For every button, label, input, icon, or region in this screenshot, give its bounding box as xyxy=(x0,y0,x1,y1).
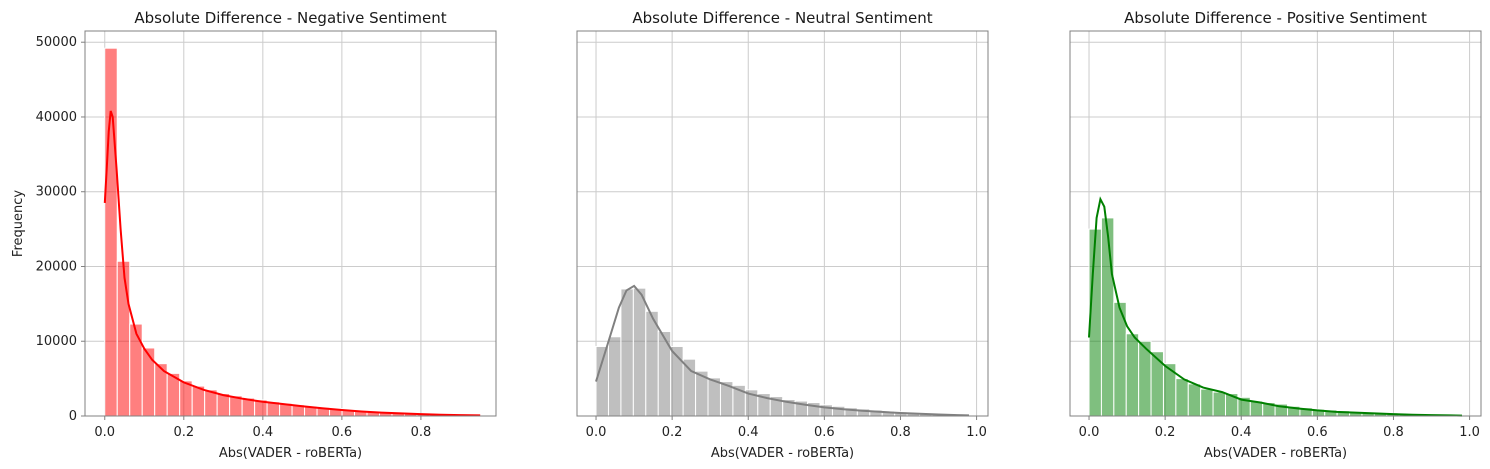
x-tick-label: 0.8 xyxy=(1383,425,1404,440)
x-axis-label: Abs(VADER - roBERTa) xyxy=(219,446,362,461)
plot-frame xyxy=(84,30,497,417)
x-tick-label: 0.8 xyxy=(890,425,911,440)
x-tick-label: 0.4 xyxy=(738,425,759,440)
chart-title: Absolute Difference - Neutral Sentiment xyxy=(632,9,932,27)
chart-panel-3: 0.0 0.2 0.4 0.6 0.8 1.0 Absolute Difference - … xyxy=(1069,9,1482,461)
x-axis-label: Abs(VADER - roBERTa) xyxy=(1204,446,1347,461)
histogram-bar xyxy=(1200,388,1214,417)
histogram-bar xyxy=(191,385,206,417)
histogram-bar xyxy=(1187,383,1202,417)
y-tick-label: 10000 xyxy=(36,334,77,349)
x-tick-label: 0.2 xyxy=(173,425,194,440)
kde-curve xyxy=(595,284,970,417)
kde-curve xyxy=(103,110,481,417)
x-tick-label: 0.6 xyxy=(1307,425,1328,440)
histogram-bar xyxy=(632,287,647,417)
histogram-bar xyxy=(1125,333,1140,417)
y-tick-label: 0 xyxy=(69,409,77,424)
y-tick-label: 50000 xyxy=(36,35,77,50)
histogram-bar xyxy=(141,347,156,417)
x-axis-label: Abs(VADER - roBERTa) xyxy=(711,446,854,461)
x-tick-label: 0.4 xyxy=(1231,425,1252,440)
plot-frame xyxy=(1069,30,1482,417)
chart-panel-2: 0.0 0.2 0.4 0.6 0.8 1.0 Absolute Difference - … xyxy=(576,9,989,461)
histogram-bar xyxy=(1212,391,1226,417)
x-tick-label: 0.6 xyxy=(332,425,353,440)
y-axis-label: Frequency xyxy=(11,190,26,257)
y-tick-label: 40000 xyxy=(36,110,77,125)
histogram-bar xyxy=(179,380,193,417)
histogram-bar xyxy=(595,345,609,417)
kde-curve xyxy=(1088,196,1463,417)
x-tick-label: 0.0 xyxy=(586,425,607,440)
chart-title: Absolute Difference - Negative Sentiment xyxy=(134,9,446,27)
histogram-bar xyxy=(116,260,131,417)
histogram-bar xyxy=(607,336,622,417)
x-tick-label: 1.0 xyxy=(1459,425,1480,440)
histogram-bar xyxy=(707,377,721,417)
histogram-bar xyxy=(104,47,118,417)
x-tick-label: 0.4 xyxy=(252,425,273,440)
x-tick-label: 0.6 xyxy=(814,425,835,440)
histogram-bar xyxy=(1175,378,1189,417)
plot-frame xyxy=(576,30,989,417)
histogram-bar xyxy=(1150,351,1164,417)
x-tick-label: 0.2 xyxy=(662,425,683,440)
histogram-bar xyxy=(682,358,697,417)
chart-panel-1: 0.0 0.2 0.4 0.6 0.8 0 10000 20000 30000 40000 5000… xyxy=(11,9,497,461)
x-tick-label: 0.0 xyxy=(94,425,115,440)
histogram-bar xyxy=(620,288,634,417)
y-tick-label: 30000 xyxy=(36,185,77,200)
chart-title: Absolute Difference - Positive Sentiment xyxy=(1124,9,1427,27)
y-tick-label: 20000 xyxy=(36,259,77,274)
histogram-bar xyxy=(645,310,659,417)
x-tick-label: 0.8 xyxy=(411,425,432,440)
x-tick-label: 0.0 xyxy=(1079,425,1100,440)
x-tick-label: 1.0 xyxy=(966,425,987,440)
histogram-bar xyxy=(129,323,143,417)
histogram-bar xyxy=(1100,217,1115,417)
x-tick-label: 0.2 xyxy=(1155,425,1176,440)
